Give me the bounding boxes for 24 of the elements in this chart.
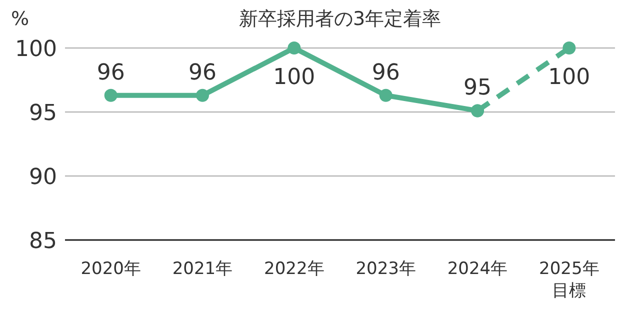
point bbox=[379, 88, 392, 102]
x-tick-label: 2025年目標 bbox=[538, 258, 600, 302]
data-label: 95 bbox=[464, 76, 492, 101]
chart-title: 新卒採用者の3年定着率 bbox=[238, 8, 442, 30]
x-tick-label: 2020年 bbox=[80, 258, 142, 280]
y-tick-label: 90 bbox=[29, 165, 57, 190]
data-label: 96 bbox=[96, 60, 125, 86]
data-label: 100 bbox=[548, 65, 590, 90]
x-tick-label: 2024年 bbox=[446, 258, 509, 280]
data-label: 100 bbox=[273, 65, 316, 90]
point bbox=[104, 88, 118, 102]
y-axis-title: % bbox=[10, 8, 30, 30]
x-tick-label: 2022年 bbox=[263, 258, 326, 280]
point bbox=[196, 88, 209, 102]
x-tick-label: 2021年 bbox=[171, 258, 234, 280]
x-tick-label: 2023年 bbox=[354, 258, 417, 280]
data-label: 96 bbox=[188, 60, 216, 86]
point bbox=[562, 42, 576, 54]
point bbox=[471, 104, 484, 118]
point bbox=[288, 42, 301, 54]
y-tick-label: 95 bbox=[29, 101, 57, 126]
data-label: 96 bbox=[372, 60, 400, 86]
y-tick-label: 85 bbox=[29, 229, 57, 254]
y-tick-label: 100 bbox=[15, 37, 57, 62]
